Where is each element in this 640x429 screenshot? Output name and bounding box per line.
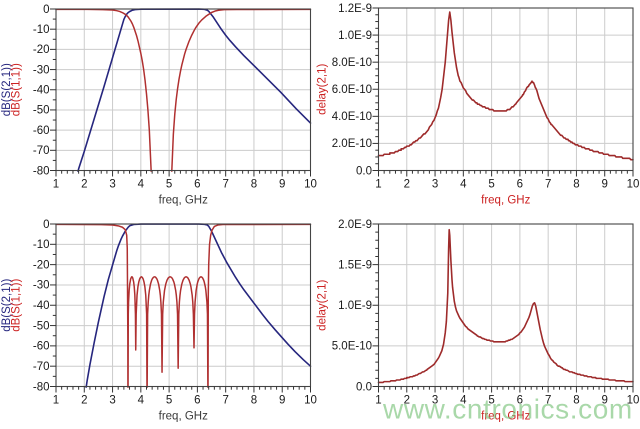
y-tick-label: 2.0E-9 bbox=[338, 219, 372, 231]
y-tick-label: -80 bbox=[33, 381, 50, 393]
x-axis-title: freq, GHz bbox=[159, 195, 208, 207]
x-axis-title: freq, GHz bbox=[159, 411, 208, 423]
trace-dB-S11 bbox=[55, 8, 312, 172]
trace-delay21 bbox=[377, 228, 634, 384]
x-tick-label: 5 bbox=[488, 395, 494, 407]
x-tick-label: 10 bbox=[304, 179, 317, 191]
y-tick-label: -30 bbox=[33, 280, 50, 292]
y-tick-label: 6.0E-10 bbox=[332, 84, 372, 96]
ticks bbox=[50, 223, 311, 393]
y-axis-title: dB(S(1,1)) bbox=[11, 279, 23, 332]
y-tick-label: -20 bbox=[33, 44, 50, 56]
x-tick-label: 7 bbox=[222, 395, 228, 407]
x-tick-label: 8 bbox=[573, 179, 579, 191]
y-tick-label: -20 bbox=[33, 259, 50, 271]
y-axis-title: dB(S(1,1)) bbox=[11, 63, 23, 116]
y-tick-label: -60 bbox=[33, 341, 50, 353]
x-axis-title: freq, GHz bbox=[481, 195, 530, 207]
x-axis-title: freq, GHz bbox=[481, 411, 530, 423]
y-tick-label: 1.5E-9 bbox=[338, 259, 372, 271]
y-tick-label: -30 bbox=[33, 64, 50, 76]
x-tick-label: 5 bbox=[166, 179, 172, 191]
plot-s-params-order3: 1 2 3 4 5 6 7 8 9 10 0 -10 -20 -30 -40 -50 -60 -70 -80 freq… bbox=[1, 4, 317, 207]
x-tick-label: 5 bbox=[488, 179, 494, 191]
x-tick-label: 4 bbox=[138, 395, 145, 407]
gridlines bbox=[55, 223, 311, 387]
ticks bbox=[372, 7, 634, 177]
y-tick-label: 0 bbox=[43, 4, 49, 16]
x-tick-label: 9 bbox=[602, 179, 608, 191]
x-tick-label: 1 bbox=[53, 179, 59, 191]
y-tick-label: -80 bbox=[33, 165, 50, 177]
plot-s-params-order7: 1 2 3 4 5 6 7 8 9 10 0 -10 -20 -30 -40 -50 -60 -70 -80 freq… bbox=[1, 219, 317, 423]
x-tick-label: 3 bbox=[109, 179, 115, 191]
x-tick-label: 1 bbox=[375, 179, 381, 191]
x-tick-label: 3 bbox=[432, 395, 438, 407]
y-axis-title: dB(S(2,1)) bbox=[1, 63, 13, 116]
x-tick-label: 10 bbox=[627, 179, 640, 191]
x-tick-label: 4 bbox=[460, 179, 467, 191]
x-tick-label: 7 bbox=[545, 395, 551, 407]
y-tick-label: -10 bbox=[33, 24, 50, 36]
y-tick-label: 2.0E-10 bbox=[332, 138, 372, 150]
x-tick-label: 5 bbox=[166, 395, 172, 407]
x-tick-label: 9 bbox=[602, 395, 608, 407]
ticks bbox=[372, 223, 634, 393]
trace-delay21 bbox=[377, 11, 634, 161]
y-tick-label: 4.0E-10 bbox=[332, 111, 372, 123]
x-tick-label: 4 bbox=[460, 395, 467, 407]
x-tick-label: 3 bbox=[432, 179, 438, 191]
x-tick-label: 4 bbox=[138, 179, 145, 191]
x-tick-label: 8 bbox=[573, 395, 579, 407]
y-tick-label: -40 bbox=[33, 300, 50, 312]
y-axis-title: delay(2,1) bbox=[317, 64, 329, 115]
x-tick-label: 1 bbox=[375, 395, 381, 407]
x-tick-label: 9 bbox=[279, 179, 285, 191]
watermark: www.cntronics.com bbox=[382, 394, 633, 425]
y-tick-label: -50 bbox=[33, 105, 50, 117]
y-tick-label: 8.0E-10 bbox=[332, 57, 372, 69]
x-tick-label: 6 bbox=[194, 179, 200, 191]
y-tick-label: 1.0E-9 bbox=[338, 300, 372, 312]
x-tick-label: 1 bbox=[53, 395, 59, 407]
trace-dB-S11 bbox=[55, 223, 312, 388]
x-tick-label: 8 bbox=[251, 395, 257, 407]
x-tick-label: 7 bbox=[222, 179, 228, 191]
y-tick-label: 1.0E-9 bbox=[338, 30, 372, 42]
y-tick-label: -70 bbox=[33, 145, 50, 157]
x-tick-label: 2 bbox=[81, 179, 87, 191]
y-tick-label: -40 bbox=[33, 85, 50, 97]
x-tick-label: 2 bbox=[404, 179, 410, 191]
x-tick-label: 6 bbox=[194, 395, 200, 407]
x-tick-label: 9 bbox=[279, 395, 285, 407]
y-tick-label: -70 bbox=[33, 361, 50, 373]
y-tick-label: 1.2E-9 bbox=[338, 3, 372, 15]
x-tick-label: 10 bbox=[304, 395, 317, 407]
x-tick-label: 6 bbox=[517, 395, 523, 407]
y-tick-label: -10 bbox=[33, 239, 50, 251]
y-tick-label: 5.0E-10 bbox=[332, 341, 372, 353]
y-tick-label: 0 bbox=[43, 219, 49, 231]
plot-group-delay-order3: 1 2 3 4 5 6 7 8 9 10 1.2E-9 1.0E-9 8.0E-10 6.0E-10 4.0… bbox=[317, 3, 640, 207]
y-tick-label: 0.0 bbox=[356, 165, 372, 177]
x-tick-label: 10 bbox=[627, 395, 640, 407]
x-tick-label: 2 bbox=[404, 395, 410, 407]
y-tick-label: -60 bbox=[33, 125, 50, 137]
x-tick-label: 3 bbox=[109, 395, 115, 407]
plot-group-delay-order7: 1 2 3 4 5 6 7 8 9 10 2.0E-9 1.5E-9 1.0E-9 5.0E-10 0.0 f… bbox=[317, 219, 640, 423]
y-axis-title: delay(2,1) bbox=[317, 280, 329, 331]
x-tick-label: 7 bbox=[545, 179, 551, 191]
x-tick-label: 8 bbox=[251, 179, 257, 191]
ticks bbox=[50, 8, 311, 177]
y-axis-title: dB(S(2,1)) bbox=[1, 279, 13, 332]
y-tick-label: 0.0 bbox=[356, 381, 372, 393]
x-tick-label: 6 bbox=[517, 179, 523, 191]
y-tick-label: -50 bbox=[33, 320, 50, 332]
x-tick-label: 2 bbox=[81, 395, 87, 407]
